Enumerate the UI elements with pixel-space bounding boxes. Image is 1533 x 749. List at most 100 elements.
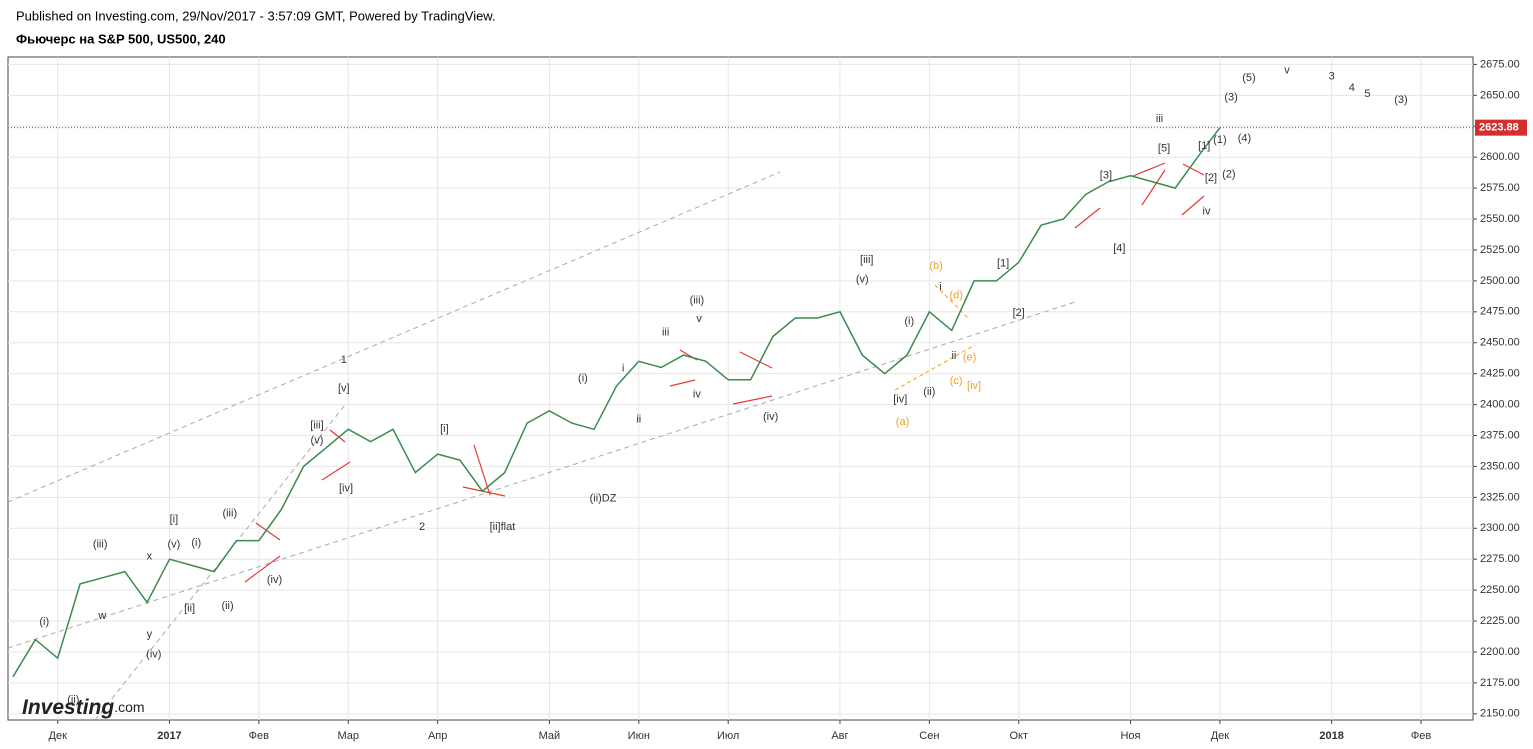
plot-frame — [7, 56, 1474, 721]
y-tick-label: 2350.00 — [1480, 460, 1520, 472]
wave-label: [iii] — [310, 420, 323, 432]
pattern-line — [739, 351, 773, 369]
wave-label: (3) — [1224, 92, 1237, 104]
wave-label: [iv] — [339, 483, 353, 495]
pattern-line — [732, 395, 773, 405]
wave-label: i — [939, 281, 941, 293]
wave-label: (iv) — [267, 574, 282, 586]
channel-line — [7, 300, 1079, 649]
wave-label: (i) — [39, 616, 49, 628]
pattern-line — [321, 461, 351, 481]
x-tick-label: 2018 — [1319, 730, 1343, 742]
wave-label: (2) — [1222, 168, 1235, 180]
wave-label: v — [696, 313, 702, 325]
wave-label: (ii) — [923, 386, 935, 398]
y-tick-label: 2275.00 — [1480, 553, 1520, 565]
pattern-line — [462, 486, 506, 497]
triangle-line — [934, 284, 969, 319]
grid — [8, 57, 1473, 720]
y-tick-label: 2550.00 — [1480, 213, 1520, 225]
wave-label: (c) — [950, 375, 963, 387]
x-tick-label: Фев — [249, 730, 269, 742]
wave-label: (iv) — [763, 411, 778, 423]
y-tick-label: 2325.00 — [1480, 491, 1520, 503]
wave-label: (iii) — [93, 538, 108, 550]
wave-label: iv — [1203, 206, 1211, 218]
pattern-line — [329, 429, 346, 443]
y-tick-label: 2375.00 — [1480, 429, 1520, 441]
x-tick-label: 2017 — [157, 730, 181, 742]
y-tick-label: 2650.00 — [1480, 89, 1520, 101]
x-tick-label: Фев — [1411, 730, 1431, 742]
wave-label: ii — [636, 413, 641, 425]
wave-label: [3] — [1100, 170, 1112, 182]
pattern-line — [1182, 163, 1205, 176]
wave-label: y — [147, 629, 153, 641]
wave-label: (v) — [168, 538, 181, 550]
wave-label: [1] — [997, 257, 1009, 269]
wave-label: v — [1284, 65, 1290, 77]
wave-label: (i) — [578, 373, 588, 385]
wave-label: w — [97, 610, 106, 622]
price-line — [12, 127, 1221, 678]
x-tick-label: Дек — [49, 730, 68, 742]
y-tick-label: 2600.00 — [1480, 151, 1520, 163]
wave-label: (i) — [191, 537, 201, 549]
y-tick-label: 2175.00 — [1480, 677, 1520, 689]
y-tick-label: 2475.00 — [1480, 306, 1520, 318]
wave-label: (4) — [1238, 133, 1251, 145]
pattern-line — [1074, 207, 1101, 229]
pattern-line — [1181, 195, 1205, 216]
wave-label: (a) — [896, 416, 909, 428]
wave-label: iv — [693, 389, 701, 401]
pattern-line — [255, 522, 281, 541]
wave-label: (5) — [1242, 72, 1255, 84]
x-tick-label: Июн — [628, 730, 650, 742]
x-tick-label: Авг — [831, 730, 848, 742]
wave-label: (ii) — [67, 694, 79, 706]
wave-label: (ii)DZ — [590, 492, 617, 504]
y-tick-label: 2450.00 — [1480, 337, 1520, 349]
y-tick-label: 2575.00 — [1480, 182, 1520, 194]
pattern-line — [1141, 169, 1166, 206]
y-tick-label: 2500.00 — [1480, 275, 1520, 287]
x-tick-label: Апр — [428, 730, 447, 742]
x-tick-label: Дек — [1211, 730, 1230, 742]
wave-label: (iii) — [222, 507, 237, 519]
wave-label: (e) — [963, 351, 976, 363]
x-tick-label: Июл — [717, 730, 739, 742]
wave-label: [2] — [1013, 307, 1025, 319]
logo-name: Investing — [22, 696, 114, 719]
wave-label: 2 — [419, 521, 425, 533]
y-tick-label: 2300.00 — [1480, 522, 1520, 534]
wave-label: (iv) — [146, 648, 161, 660]
wave-label: [v] — [338, 382, 350, 394]
last-price-box — [1475, 119, 1527, 136]
logo-suffix: .com — [114, 699, 144, 715]
wave-label: i — [622, 363, 624, 375]
wave-label: (1) — [1213, 134, 1226, 146]
wave-label: (i) — [904, 316, 914, 328]
y-tick-label: 2400.00 — [1480, 398, 1520, 410]
wave-label: (iii) — [690, 295, 705, 307]
published-note: Published on Investing.com, 29/Nov/2017 … — [16, 8, 496, 23]
channel-line — [7, 171, 781, 503]
y-tick-label: 2675.00 — [1480, 58, 1520, 70]
wave-label: [1] — [1198, 140, 1210, 152]
wave-label: iii — [662, 327, 669, 339]
wave-label: [i] — [170, 514, 179, 526]
wave-label: [ii]flat — [490, 521, 516, 533]
y-tick-label: 2150.00 — [1480, 708, 1520, 720]
x-tick-label: Май — [539, 730, 561, 742]
wave-label: (v) — [856, 274, 869, 286]
wave-label: [iv] — [893, 394, 907, 406]
wave-label: 4 — [1349, 82, 1355, 94]
wave-label: x — [147, 551, 153, 563]
wave-label: (b) — [929, 260, 942, 272]
triangle-line — [894, 344, 976, 391]
pattern-line — [669, 379, 696, 387]
wave-label: (d) — [949, 290, 962, 302]
wave-label: [iv] — [967, 380, 981, 392]
x-tick-label: Мар — [337, 730, 359, 742]
last-price-label: 2623.88 — [1479, 122, 1519, 134]
